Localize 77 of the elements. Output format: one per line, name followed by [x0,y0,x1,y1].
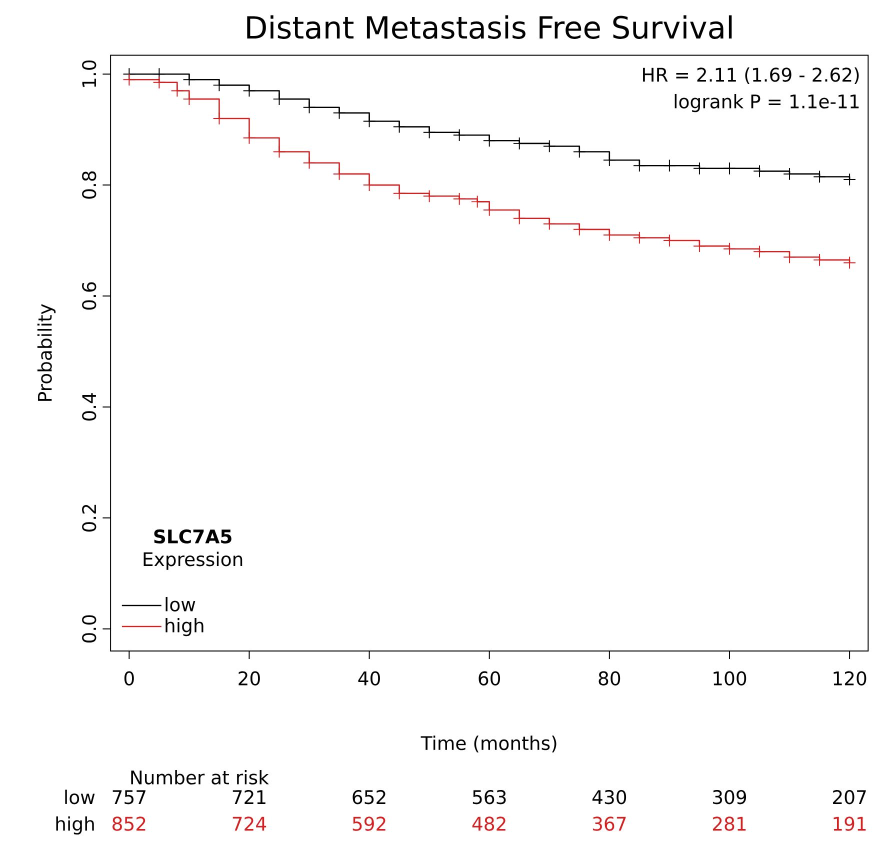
y-axis-title: Probability [37,304,56,401]
point [182,73,196,86]
point [392,120,406,134]
point [723,162,736,175]
point [302,156,316,170]
text: 563 [472,790,506,804]
legend-title: SLC7A5 Expression [144,529,242,570]
text: 721 [232,790,266,804]
x-tick-label: 0 [124,671,134,686]
text: 852 [112,816,146,831]
point [633,231,646,244]
point [422,126,436,139]
point [152,76,166,89]
x-tick-label: 40 [358,671,380,686]
point [470,195,484,208]
point [452,192,466,206]
point [242,131,256,144]
point [572,145,586,158]
text: 191 [834,816,866,831]
point [542,217,556,230]
point [572,222,586,236]
point [542,140,556,152]
text: 724 [232,816,266,830]
point [753,245,766,258]
point [272,145,286,158]
x-tick-label: 60 [478,671,500,686]
point [693,162,706,175]
point [212,78,226,92]
x-tick-label: 80 [598,671,620,686]
point [693,239,706,252]
text: 592 [352,816,386,831]
text: high [56,816,94,834]
text: Number at risk [131,770,269,784]
text: 652 [352,790,386,804]
text: 757 [112,790,146,804]
x-axis-title: Time (months) [420,735,556,752]
text: 367 [592,816,626,831]
point [362,114,376,128]
point [242,84,256,97]
point [482,134,496,147]
text: low [65,790,95,804]
point [723,242,736,256]
point [332,106,346,120]
chart-title: Distant Metastasis Free Survival [247,15,732,39]
annotation: HR = 2.11 (1.69 - 2.62) [643,67,859,84]
text: 281 [712,816,746,831]
y-tick-label: 1.0 [82,60,96,87]
point [663,159,676,172]
annotation: logrank P = 1.1e-11 [674,94,859,112]
point [170,84,184,97]
point [843,256,856,269]
legend-label: low [166,596,196,612]
y-tick-label: 0.8 [82,171,96,199]
text: 309 [713,790,746,804]
y-tick-label: 0.4 [82,392,96,420]
text: 430 [592,790,626,804]
point [603,153,616,166]
legend-label: high [166,618,204,636]
y-tick-label: 0.6 [82,282,96,310]
y-tick-label: 0.0 [82,615,96,642]
point [302,100,316,114]
point [753,164,766,178]
x-tick-label: 100 [714,671,746,686]
x-tick-label: 120 [834,671,866,686]
text: 482 [472,816,506,831]
text: 207 [833,790,866,804]
point [783,250,796,264]
point [633,159,646,172]
point [392,186,406,200]
point [843,172,856,186]
point [122,73,136,86]
point [512,212,526,225]
y-tick-label: 0.2 [82,504,96,532]
x-tick-label: 20 [238,671,260,686]
point [452,128,466,142]
point [422,190,436,202]
point [813,170,826,183]
